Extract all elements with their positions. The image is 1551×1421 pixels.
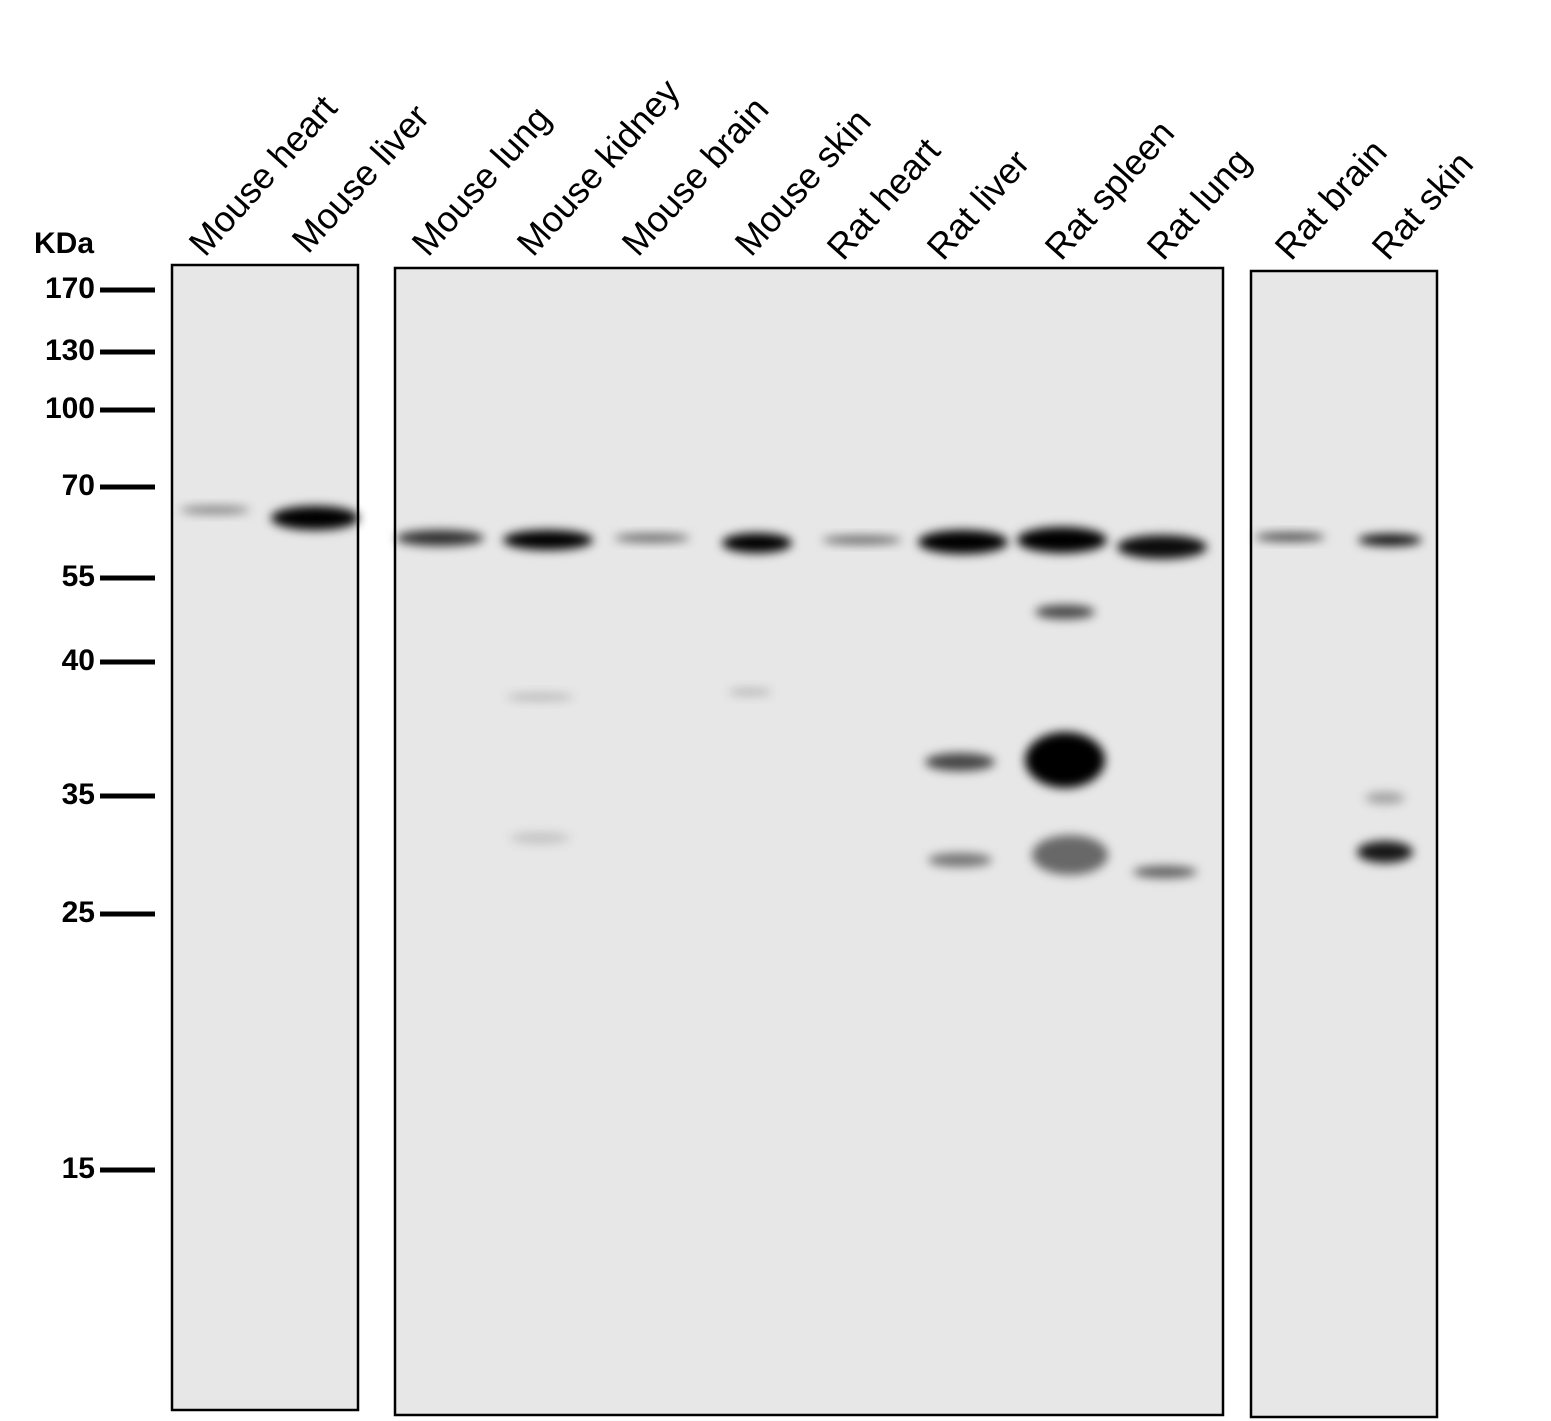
band bbox=[1117, 535, 1207, 559]
band bbox=[1357, 841, 1413, 863]
marker-dash bbox=[100, 575, 155, 581]
band bbox=[1025, 732, 1105, 788]
marker-label: 100 bbox=[45, 392, 95, 425]
marker-dash bbox=[100, 407, 155, 413]
marker-label: 55 bbox=[62, 560, 95, 593]
marker-dash bbox=[100, 659, 155, 665]
band bbox=[1255, 533, 1325, 541]
band bbox=[506, 693, 574, 701]
band bbox=[928, 853, 992, 867]
blot-panel bbox=[1249, 269, 1439, 1419]
band bbox=[1017, 527, 1107, 553]
marker-dash bbox=[100, 287, 155, 293]
band bbox=[1032, 835, 1108, 875]
band bbox=[822, 536, 902, 544]
marker-label: 170 bbox=[45, 272, 95, 305]
marker-label: 40 bbox=[62, 644, 95, 677]
bands bbox=[180, 506, 1422, 878]
marker-label: 25 bbox=[62, 896, 95, 929]
band bbox=[1133, 866, 1197, 878]
marker-dash bbox=[100, 793, 155, 799]
band bbox=[396, 530, 484, 546]
marker-dash bbox=[100, 1167, 155, 1173]
marker-dash bbox=[100, 484, 155, 490]
marker-dash bbox=[100, 349, 155, 355]
band bbox=[1358, 534, 1422, 546]
marker-label: 130 bbox=[45, 334, 95, 367]
band bbox=[728, 688, 772, 696]
band bbox=[918, 530, 1008, 554]
marker-label: 70 bbox=[62, 469, 95, 502]
band bbox=[1035, 605, 1095, 619]
band bbox=[180, 506, 250, 514]
marker-label: 35 bbox=[62, 778, 95, 811]
band bbox=[1365, 792, 1405, 804]
band bbox=[614, 534, 690, 542]
blot-panel bbox=[170, 263, 360, 1412]
band bbox=[722, 533, 792, 553]
band bbox=[503, 530, 593, 550]
band bbox=[271, 506, 359, 530]
marker-label: 15 bbox=[62, 1152, 95, 1185]
unit-label: KDa bbox=[34, 227, 94, 260]
band bbox=[510, 832, 570, 844]
band bbox=[925, 753, 995, 771]
marker-dash bbox=[100, 911, 155, 917]
